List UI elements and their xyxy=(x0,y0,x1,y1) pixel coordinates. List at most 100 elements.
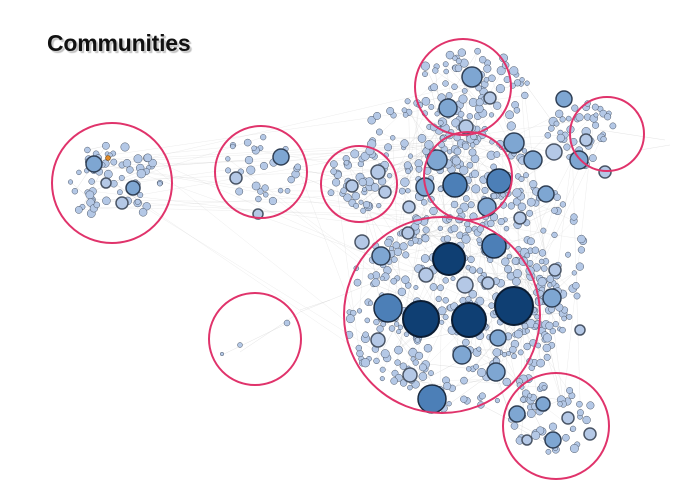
graph-node xyxy=(343,159,350,166)
edge xyxy=(102,164,425,222)
graph-node xyxy=(330,168,338,175)
graph-node xyxy=(260,134,267,141)
hub-node xyxy=(354,234,370,250)
hub-node xyxy=(115,196,129,210)
hub-node xyxy=(489,329,507,347)
graph-node xyxy=(437,284,444,292)
graph-node xyxy=(501,257,510,266)
graph-node xyxy=(488,74,496,83)
graph-node xyxy=(542,333,552,343)
graph-node xyxy=(573,292,581,300)
hub-node xyxy=(378,185,392,199)
hub-node xyxy=(544,431,562,449)
graph-node xyxy=(294,163,302,171)
graph-node xyxy=(389,246,394,252)
edge xyxy=(420,191,441,288)
hub-node xyxy=(370,164,386,180)
hub-node xyxy=(513,211,527,225)
community-ring-empty xyxy=(208,292,302,386)
edge xyxy=(372,71,447,141)
graph-node xyxy=(388,325,396,332)
hub-node xyxy=(555,90,573,108)
graph-node xyxy=(557,401,563,407)
graph-node xyxy=(571,270,577,276)
community-ring-far-left xyxy=(51,122,173,244)
graph-node xyxy=(110,158,118,166)
graph-node xyxy=(456,207,463,215)
graph-node xyxy=(370,183,380,192)
edge xyxy=(102,164,582,240)
graph-node xyxy=(103,169,113,179)
edge xyxy=(239,311,301,353)
graph-node xyxy=(373,111,382,120)
graph-node xyxy=(551,231,558,238)
graph-node xyxy=(569,444,579,453)
graph-node xyxy=(521,148,528,154)
graph-node xyxy=(454,64,463,73)
graph-node xyxy=(452,55,458,61)
graph-node xyxy=(450,200,459,209)
graph-node xyxy=(494,398,500,404)
edge xyxy=(437,337,499,408)
graph-node xyxy=(577,234,586,244)
graph-node xyxy=(517,202,527,212)
graph-node xyxy=(422,71,428,78)
graph-node xyxy=(451,83,458,90)
graph-node xyxy=(559,201,566,208)
graph-node xyxy=(476,346,482,352)
graph-node xyxy=(134,198,141,205)
graph-node xyxy=(538,258,545,265)
graph-node xyxy=(364,317,371,324)
graph-node xyxy=(442,297,449,304)
graph-node xyxy=(479,56,487,64)
graph-node xyxy=(453,147,462,156)
hub-node xyxy=(438,98,458,118)
graph-node xyxy=(589,154,597,162)
graph-node xyxy=(384,143,393,152)
graph-node xyxy=(405,168,411,175)
hub-node xyxy=(483,91,497,105)
graph-node xyxy=(506,121,516,131)
graph-node xyxy=(451,156,461,166)
graph-node xyxy=(415,165,423,173)
graph-node xyxy=(390,277,398,285)
hub-node xyxy=(229,171,243,185)
community-ring-main xyxy=(343,216,541,414)
graph-node xyxy=(261,184,269,192)
graph-node xyxy=(542,343,551,353)
hub-node xyxy=(456,276,474,294)
hub-node xyxy=(481,233,507,259)
graph-node xyxy=(547,282,553,288)
graph-node xyxy=(71,188,79,195)
graph-node xyxy=(462,142,470,150)
graph-node xyxy=(401,275,410,284)
hub-node xyxy=(481,276,495,290)
edge xyxy=(373,283,418,302)
graph-node xyxy=(327,189,335,197)
edge xyxy=(372,134,449,141)
graph-node xyxy=(260,161,268,170)
graph-node xyxy=(133,154,143,164)
graph-node xyxy=(414,337,421,343)
graph-node xyxy=(391,256,398,263)
graph-node xyxy=(582,415,591,425)
graph-node xyxy=(561,315,567,322)
graph-node xyxy=(85,190,95,200)
graph-node xyxy=(563,143,571,151)
graph-node xyxy=(251,145,257,151)
graph-node xyxy=(346,314,355,324)
hub-node xyxy=(451,302,487,338)
graph-node xyxy=(330,160,338,168)
graph-node xyxy=(450,276,456,282)
graph-node xyxy=(225,167,232,174)
graph-node xyxy=(527,237,535,246)
graph-node xyxy=(407,153,414,159)
graph-node xyxy=(74,206,83,214)
graph-node xyxy=(148,158,157,168)
graph-node xyxy=(541,385,547,391)
outlier-node xyxy=(219,351,225,357)
hub-node xyxy=(486,362,506,382)
graph-node xyxy=(412,359,419,366)
edge xyxy=(299,299,331,311)
graph-node xyxy=(565,251,571,258)
